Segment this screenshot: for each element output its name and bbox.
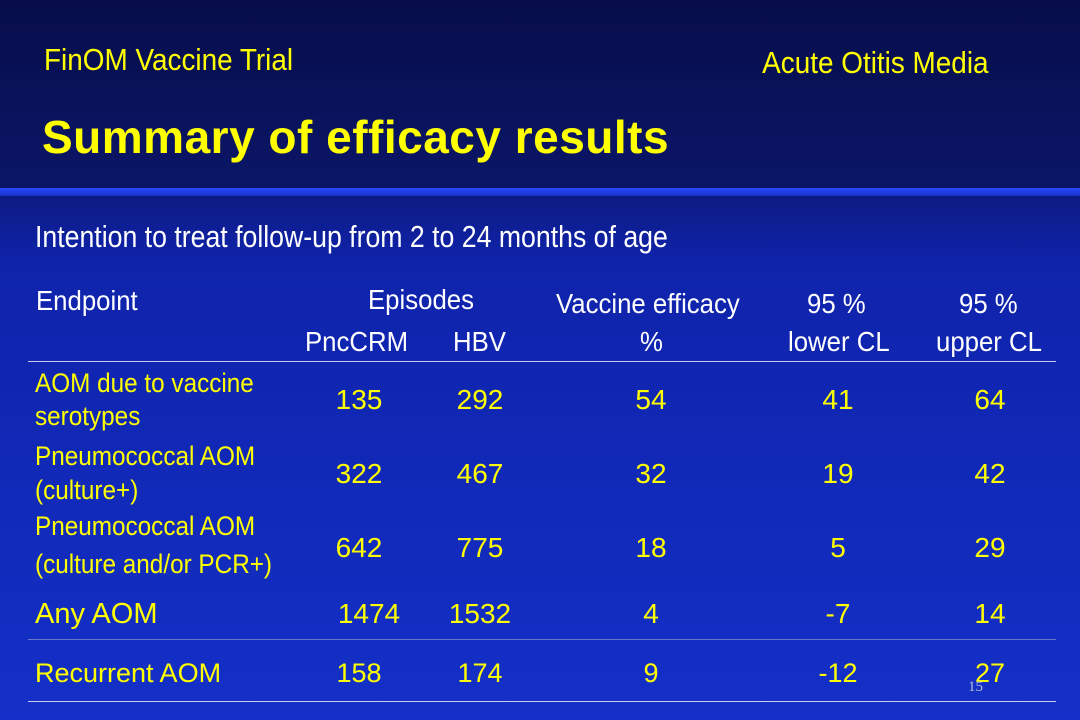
cell-hbv: 775 bbox=[456, 532, 504, 563]
header-divider bbox=[0, 188, 1080, 196]
row-label-line2: serotypes bbox=[35, 401, 141, 431]
cell-efficacy: 4 bbox=[643, 598, 659, 629]
cell-lower-ci: -12 bbox=[818, 658, 858, 688]
page-number: 15 bbox=[968, 679, 983, 695]
cell-pnccrm: 322 bbox=[335, 458, 383, 489]
cell-pnccrm: 642 bbox=[335, 532, 383, 563]
col-header-hbv: HBV bbox=[453, 326, 506, 357]
row-label-line1: Pneumococcal AOM bbox=[35, 441, 256, 471]
table-bottom-rule bbox=[28, 701, 1056, 702]
topic-label: Acute Otitis Media bbox=[762, 45, 989, 80]
col-header-episodes: Episodes bbox=[368, 284, 474, 315]
cell-efficacy: 54 bbox=[635, 384, 667, 415]
row-label: Recurrent AOM bbox=[35, 658, 222, 688]
cell-efficacy: 18 bbox=[635, 532, 667, 563]
cell-lower-ci: -7 bbox=[825, 598, 851, 629]
cell-pnccrm: 135 bbox=[335, 384, 383, 415]
cell-pnccrm: 158 bbox=[336, 658, 382, 688]
col-header-efficacy-unit: % bbox=[640, 326, 663, 357]
cell-upper-ci: 14 bbox=[974, 598, 1006, 629]
col-header-upper-ci-label: upper CL bbox=[936, 326, 1042, 357]
trial-name: FinOM Vaccine Trial bbox=[44, 42, 294, 77]
col-header-efficacy: Vaccine efficacy bbox=[556, 288, 740, 319]
cell-pnccrm: 1474 bbox=[337, 598, 401, 629]
row-label-line2: (culture and/or PCR+) bbox=[35, 549, 273, 579]
row-label-line1: AOM due to vaccine bbox=[35, 368, 254, 398]
col-header-upper-ci: 95 % bbox=[959, 288, 1018, 319]
row-label-line1: Pneumococcal AOM bbox=[35, 511, 256, 541]
header-band bbox=[0, 0, 1080, 190]
col-header-endpoint: Endpoint bbox=[36, 285, 138, 316]
row-label-line2: (culture+) bbox=[35, 475, 139, 505]
row-label: Any AOM bbox=[35, 598, 158, 630]
cell-upper-ci: 64 bbox=[974, 384, 1006, 415]
cell-efficacy: 32 bbox=[635, 458, 667, 489]
slide-subtitle: Intention to treat follow-up from 2 to 2… bbox=[35, 219, 668, 254]
slide-title: Summary of efficacy results bbox=[42, 111, 670, 163]
table-header-rule bbox=[28, 361, 1056, 362]
col-header-pnccrm: PncCRM bbox=[305, 326, 409, 357]
cell-lower-ci: 5 bbox=[830, 532, 846, 563]
col-header-lower-ci-label: lower CL bbox=[788, 326, 890, 357]
cell-hbv: 174 bbox=[457, 658, 503, 688]
cell-hbv: 292 bbox=[456, 384, 504, 415]
cell-upper-ci: 42 bbox=[974, 458, 1006, 489]
col-header-lower-ci: 95 % bbox=[807, 288, 866, 319]
cell-lower-ci: 41 bbox=[822, 384, 854, 415]
cell-hbv: 467 bbox=[456, 458, 504, 489]
cell-hbv: 1532 bbox=[448, 598, 512, 629]
row-separator bbox=[28, 639, 1056, 640]
cell-efficacy: 9 bbox=[643, 658, 659, 688]
cell-upper-ci: 27 bbox=[974, 658, 1006, 688]
cell-lower-ci: 19 bbox=[822, 458, 854, 489]
cell-upper-ci: 29 bbox=[974, 532, 1006, 563]
